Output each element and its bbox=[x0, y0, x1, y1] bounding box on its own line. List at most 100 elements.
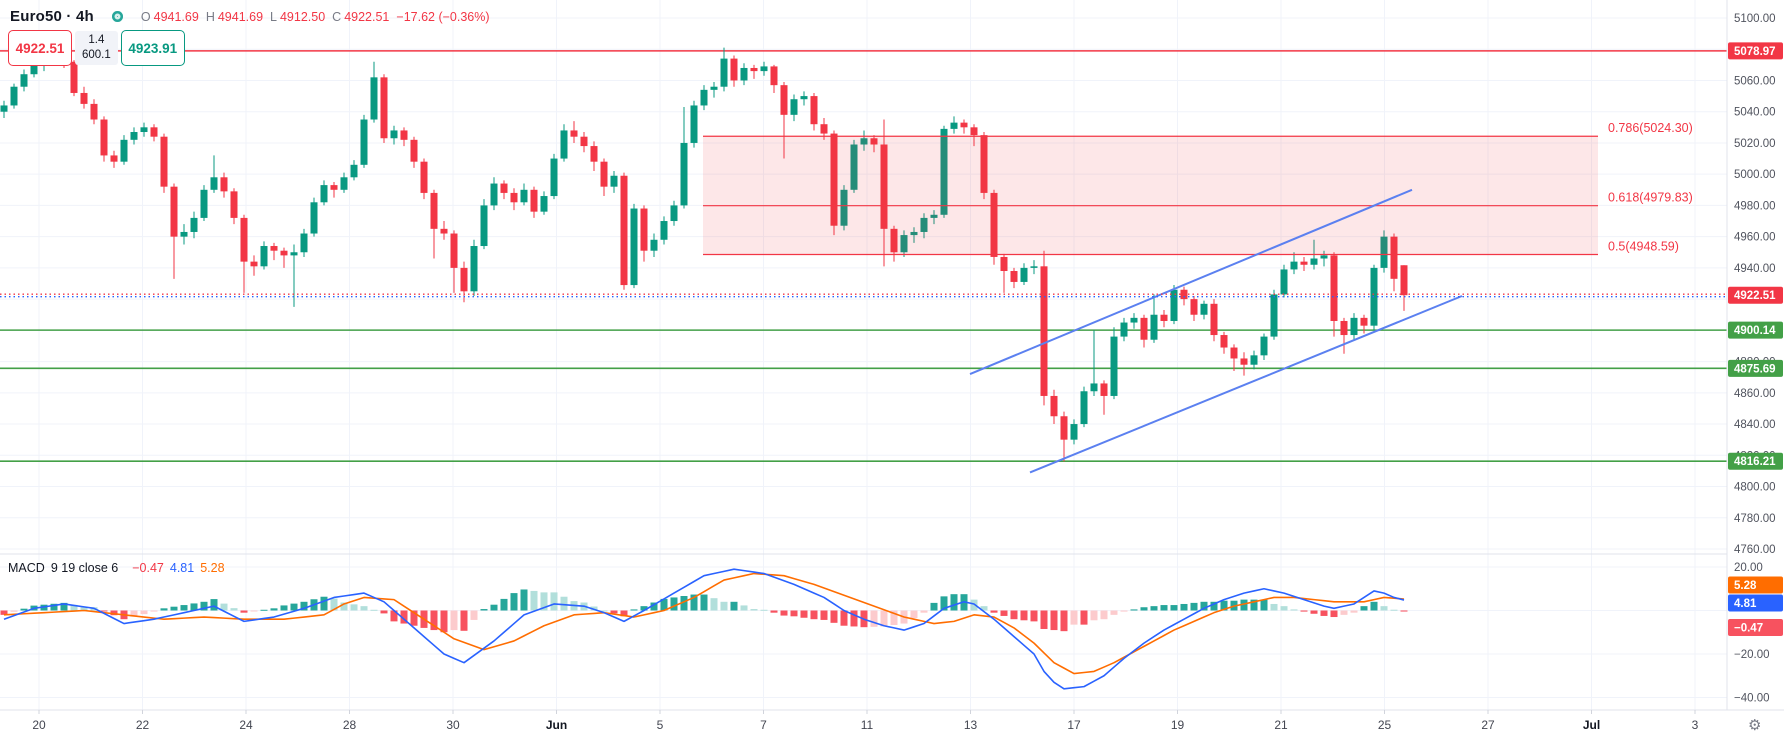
candle bbox=[950, 122, 958, 129]
candle bbox=[360, 119, 368, 165]
candle bbox=[70, 61, 78, 93]
macd-histogram-bar bbox=[1200, 601, 1208, 611]
candle bbox=[250, 261, 258, 267]
macd-histogram-bar bbox=[640, 606, 648, 611]
price-tag: 5.28 bbox=[1728, 576, 1783, 594]
candle bbox=[350, 164, 358, 178]
high-label: H bbox=[205, 9, 215, 24]
candle bbox=[850, 144, 858, 190]
macd-histogram-bar bbox=[190, 603, 198, 611]
open-value: 4941.69 bbox=[153, 9, 199, 24]
macd-histogram-bar bbox=[550, 592, 558, 611]
svg-text:5078.97: 5078.97 bbox=[1734, 46, 1776, 58]
candle bbox=[1100, 383, 1108, 396]
candle bbox=[20, 74, 28, 87]
macd-histogram-bar bbox=[1400, 610, 1408, 612]
candle bbox=[280, 250, 288, 256]
macd-histogram-bar bbox=[1090, 610, 1098, 621]
candle bbox=[1320, 255, 1328, 259]
candle bbox=[970, 127, 978, 136]
market-status-icon[interactable] bbox=[111, 11, 123, 22]
level-lines-layer bbox=[0, 50, 1727, 463]
candle bbox=[720, 58, 728, 87]
candle bbox=[90, 103, 98, 120]
macd-histogram-bar bbox=[1060, 610, 1068, 632]
candle bbox=[330, 185, 338, 190]
macd-histogram-bar bbox=[1350, 610, 1358, 613]
macd-histogram-bar bbox=[1310, 610, 1318, 614]
channel-lower-line[interactable] bbox=[1029, 295, 1463, 474]
macd-histogram-bar bbox=[590, 606, 598, 611]
candle bbox=[710, 86, 718, 90]
candle bbox=[530, 189, 538, 212]
candle bbox=[1390, 236, 1398, 279]
macd-histogram-bar bbox=[1030, 610, 1038, 622]
svg-text:5.28: 5.28 bbox=[1734, 580, 1757, 592]
settings-gear-icon[interactable]: ⚙ bbox=[1748, 717, 1761, 734]
macd-histogram-bar bbox=[70, 604, 78, 611]
channel-upper-line[interactable] bbox=[969, 188, 1413, 376]
candle bbox=[610, 175, 618, 187]
close-label: C bbox=[332, 9, 342, 24]
candle bbox=[1330, 255, 1338, 321]
macd-tick-label: 20.00 bbox=[1734, 562, 1763, 574]
macd-pane bbox=[0, 568, 1408, 690]
candle bbox=[1300, 261, 1308, 265]
macd-histogram-bar bbox=[260, 609, 268, 611]
candle bbox=[240, 217, 248, 262]
macd-histogram-bar bbox=[50, 603, 58, 611]
macd-histogram-bar bbox=[1050, 610, 1058, 631]
candle bbox=[110, 155, 118, 162]
indicator-name[interactable]: MACD bbox=[8, 561, 45, 575]
candle bbox=[560, 130, 568, 159]
time-axis[interactable]: 20 22 24 28 30 Jun 5 7 11 13 17 19 21 25 27 Jul 3 ⚙ bbox=[0, 709, 1784, 738]
candle bbox=[1290, 261, 1298, 270]
macd-histogram-bar bbox=[790, 610, 798, 617]
macd-histogram-bar bbox=[770, 610, 778, 613]
low-value: 4912.50 bbox=[279, 9, 326, 24]
macd-histogram-bar bbox=[490, 604, 498, 611]
macd-histogram-bar bbox=[540, 592, 548, 611]
fib-retracement-layer: 0.786(5024.30) 0.618(4979.83) 0.5(4948.59) bbox=[703, 121, 1693, 256]
candle bbox=[310, 202, 318, 234]
macd-histogram-bar bbox=[1300, 610, 1308, 612]
candle bbox=[1400, 265, 1408, 296]
price-tag: 4.81 bbox=[1728, 594, 1783, 612]
time-tick-label: 5 bbox=[657, 718, 664, 732]
macd-histogram-bar bbox=[850, 610, 858, 627]
candle bbox=[980, 135, 988, 193]
candle bbox=[1360, 317, 1368, 326]
svg-text:4816.21: 4816.21 bbox=[1734, 456, 1776, 468]
candle bbox=[1280, 269, 1288, 295]
svg-text:4922.51: 4922.51 bbox=[1734, 290, 1776, 302]
time-tick-label: 30 bbox=[446, 718, 460, 732]
candle bbox=[390, 130, 398, 139]
macd-histogram-bar bbox=[630, 609, 638, 611]
candle bbox=[0, 105, 8, 112]
macd-histogram-bar bbox=[1190, 602, 1198, 611]
macd-histogram-bar bbox=[830, 610, 838, 623]
macd-histogram-bar bbox=[400, 610, 408, 624]
macd-histogram-bar bbox=[180, 605, 188, 611]
macd-histogram-bar bbox=[390, 610, 398, 622]
candle bbox=[940, 128, 948, 215]
fib-label-0: 0.786(5024.30) bbox=[1608, 121, 1693, 135]
candle bbox=[760, 66, 768, 72]
macd-histogram-bar bbox=[200, 601, 208, 611]
sell-button[interactable]: 4922.51 bbox=[8, 30, 72, 66]
macd-histogram-bar bbox=[1370, 601, 1378, 611]
macd-histogram-bar bbox=[430, 610, 438, 631]
macd-histogram-bar bbox=[1110, 610, 1118, 615]
fib-label-1: 0.618(4979.83) bbox=[1608, 191, 1693, 205]
price-tick-label: 4940.00 bbox=[1734, 263, 1776, 275]
macd-histogram-bar bbox=[1330, 610, 1338, 618]
symbol-title[interactable]: Euro50 · 4h bbox=[10, 8, 94, 25]
candle bbox=[580, 136, 588, 147]
close-value: 4922.51 bbox=[344, 9, 390, 24]
candle bbox=[690, 105, 698, 143]
macd-histogram-bar bbox=[800, 610, 808, 618]
macd-histogram-bar bbox=[810, 610, 818, 620]
buy-button[interactable]: 4923.91 bbox=[120, 30, 185, 66]
candle bbox=[520, 189, 528, 203]
